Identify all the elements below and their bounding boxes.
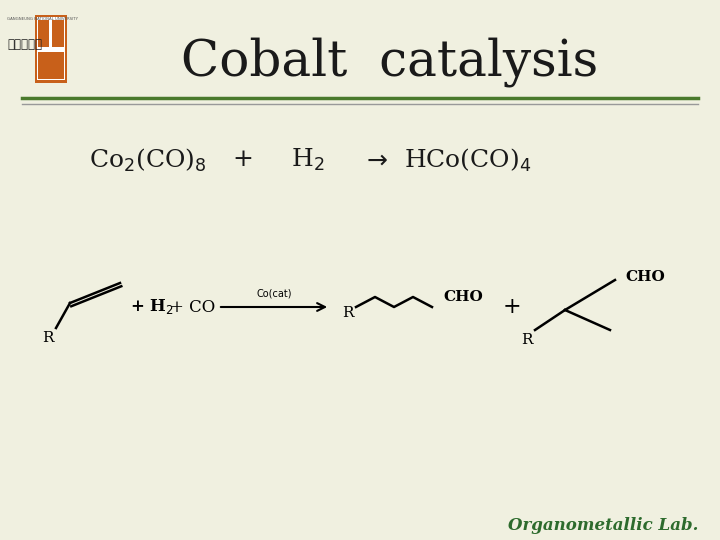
- Bar: [38, 52, 63, 79]
- Text: CHO: CHO: [625, 270, 665, 284]
- Text: Cobalt  catalysis: Cobalt catalysis: [181, 37, 598, 87]
- Text: R: R: [521, 333, 533, 347]
- Text: +: +: [233, 148, 253, 172]
- Text: CHO: CHO: [443, 290, 483, 304]
- Bar: [37, 17, 65, 80]
- Text: R: R: [342, 306, 354, 320]
- Text: Co(cat): Co(cat): [256, 289, 292, 299]
- Bar: [38, 20, 50, 47]
- Bar: [35, 15, 66, 83]
- Text: 강릉대학교: 강릉대학교: [7, 38, 42, 51]
- Text: $\rightarrow$: $\rightarrow$: [361, 148, 388, 172]
- Text: Co$_2$(CO)$_8$: Co$_2$(CO)$_8$: [89, 146, 207, 173]
- Text: R: R: [42, 331, 54, 345]
- Text: GANGNEUNG NATIONAL UNIVERSITY: GANGNEUNG NATIONAL UNIVERSITY: [7, 17, 78, 21]
- Text: + CO: + CO: [171, 299, 215, 315]
- Text: HCo(CO)$_4$: HCo(CO)$_4$: [404, 146, 532, 173]
- Text: H$_2$: H$_2$: [292, 147, 325, 173]
- Text: Organometallic Lab.: Organometallic Lab.: [508, 516, 698, 534]
- Bar: [52, 20, 63, 47]
- Text: +: +: [503, 296, 521, 318]
- Text: + H$_2$: + H$_2$: [130, 298, 174, 316]
